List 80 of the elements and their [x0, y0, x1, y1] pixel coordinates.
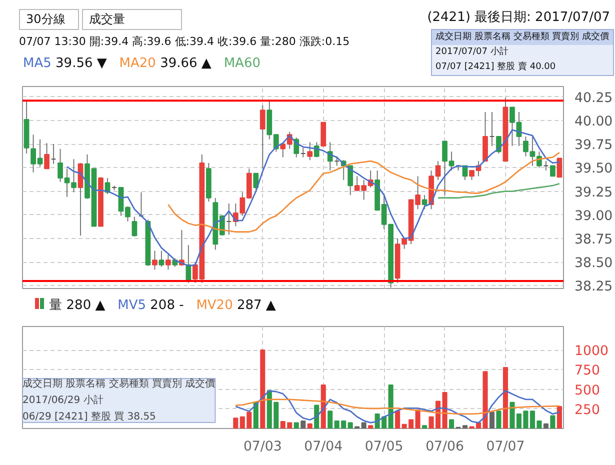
y-tick-label: 40.25 [574, 90, 613, 106]
y-tick-label: 39.75 [574, 138, 613, 154]
annotation: 2017/06/29 小計 [22, 394, 104, 406]
line-series [168, 152, 560, 233]
text: 30分線 [19, 9, 79, 30]
line-series [437, 183, 560, 199]
y-tick-label: 38.50 [574, 256, 613, 272]
bar [320, 384, 326, 428]
line-series [234, 390, 560, 424]
y-tick-label: 1000 [574, 344, 608, 360]
text: 287 ▲ [236, 298, 276, 313]
y-tick-label: 39.25 [574, 185, 613, 200]
text: 208 - [150, 298, 184, 313]
bar [422, 425, 428, 428]
candlestick [44, 142, 50, 170]
x-tick-label: 07/07 [486, 440, 525, 454]
text: 07/07 [2421] 整股 賣 40.00 [432, 60, 613, 75]
text: 39.66 ▲ [160, 56, 212, 71]
candlestick [132, 216, 138, 238]
candlestick [166, 254, 171, 270]
candlestick [320, 122, 326, 146]
bar [550, 415, 556, 428]
bar [300, 420, 306, 428]
y-tick-label: 39.00 [574, 208, 613, 224]
bar [260, 350, 266, 428]
x-tick-label: 07/05 [364, 440, 404, 454]
y-tick-label: 39.50 [574, 162, 613, 177]
y-tick-label: 40.00 [574, 114, 613, 130]
candlestick [307, 142, 313, 161]
candlestick [348, 165, 354, 196]
bar [388, 384, 394, 428]
candlestick [152, 250, 158, 270]
chart-title: (2421) 最後日期: 2017/07/07 [427, 9, 610, 27]
bar [348, 422, 353, 428]
y-tick-label: 38.25 [574, 280, 613, 295]
text: MV20 [196, 298, 233, 313]
x-tick-label: 07/06 [426, 440, 464, 454]
bar [368, 425, 374, 428]
bar [314, 404, 320, 428]
text: MA60 [224, 56, 260, 71]
candlestick [422, 194, 428, 210]
candlestick [556, 158, 562, 178]
y-tick-label: 750 [574, 364, 600, 379]
bar [233, 418, 238, 428]
text: 39.56 ▼ [56, 56, 107, 71]
bar [328, 410, 333, 428]
bar [449, 419, 454, 428]
bar [361, 422, 366, 428]
annotation: 06/29 [2421] 整股 買 38.55 [22, 410, 156, 422]
x-tick-label: 07/04 [304, 440, 343, 454]
text: 2017/07/07 小計 [432, 44, 613, 60]
candlestick [550, 165, 556, 177]
bar [496, 410, 502, 428]
y-tick-label: 500 [574, 383, 600, 398]
bar [543, 423, 548, 428]
candlestick [260, 104, 266, 170]
bar [307, 423, 312, 428]
line-series [234, 398, 560, 415]
chart-subtitle: 07/07 13:30 開:39.4 高:39.6 低:39.4 收:39.6 量:280 漲跌:0.15 [19, 34, 350, 50]
bar [415, 409, 420, 428]
candlestick [253, 172, 259, 190]
bar [502, 367, 508, 428]
bar [253, 402, 258, 428]
bar [442, 392, 448, 428]
text: 成交量 [82, 9, 182, 30]
candlestick [158, 250, 164, 268]
y-tick-label: 250 [574, 402, 600, 418]
text: 成交日期 股票名稱 交易種類 買賣別 成交價 [432, 30, 613, 45]
bar [556, 406, 562, 428]
bar [294, 422, 299, 428]
annotation: 成交日期 股票名稱 交易種類 買賣別 成交價 [22, 378, 216, 390]
x-tick-label: 07/03 [243, 440, 282, 454]
text: MA5 [23, 56, 52, 71]
legend-label: 量 [49, 298, 62, 313]
text: 280 ▲ [66, 298, 106, 313]
bar [489, 412, 495, 428]
text: MA20 [119, 56, 156, 71]
text: MV5 [118, 298, 146, 313]
y-tick-label: 38.75 [574, 232, 613, 248]
bar [395, 410, 400, 428]
